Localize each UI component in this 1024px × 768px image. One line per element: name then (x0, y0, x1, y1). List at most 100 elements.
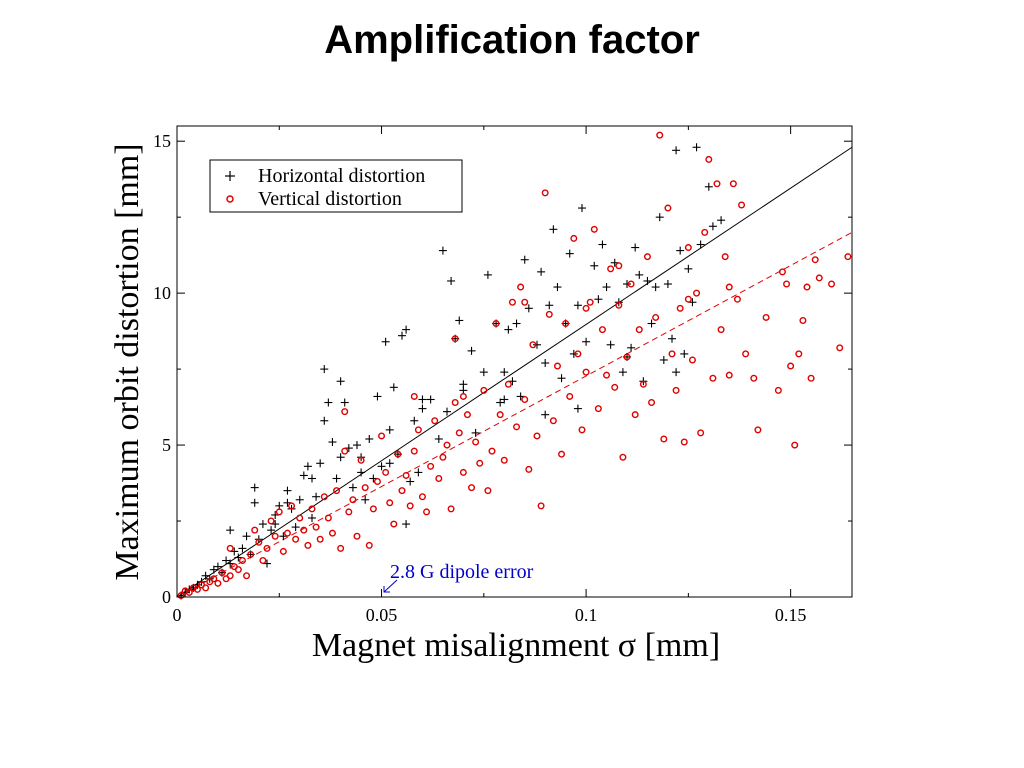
markers-layer (177, 131, 852, 600)
horizontal-point (336, 377, 345, 386)
horizontal-point (606, 340, 615, 349)
vertical-point (492, 320, 500, 328)
vertical-point (643, 253, 651, 261)
horizontal-point (520, 255, 529, 264)
vertical-point (656, 131, 664, 139)
horizontal-point (336, 453, 345, 462)
vertical-point (394, 450, 402, 458)
vertical-point (373, 478, 381, 486)
vertical-point (353, 532, 361, 540)
horizontal-point (303, 462, 312, 471)
horizontal-point (328, 438, 337, 447)
vertical-point (574, 350, 582, 358)
horizontal-point (324, 398, 333, 407)
vertical-point (398, 487, 406, 495)
y-tick-label: 15 (153, 131, 171, 151)
vertical-point (729, 180, 737, 188)
vertical-point (500, 456, 508, 464)
vertical-point (615, 262, 623, 270)
vertical-point (234, 566, 242, 574)
legend-marker-horizontal (225, 171, 235, 181)
vertical-point (414, 426, 422, 434)
vertical-point (296, 514, 304, 522)
legend-label-horizontal: Horizontal distortion (258, 165, 425, 187)
horizontal-point (438, 246, 447, 255)
vertical-point (439, 453, 447, 461)
vertical-point (570, 234, 578, 242)
vertical-point (586, 298, 594, 306)
vertical-point (451, 399, 459, 407)
vertical-point (795, 350, 803, 358)
vertical-point (799, 316, 807, 324)
vertical-point (603, 371, 611, 379)
vertical-point (709, 374, 717, 382)
horizontal-point (402, 520, 411, 529)
vertical-point (418, 493, 426, 501)
horizontal-point (496, 398, 505, 407)
legend-box (209, 159, 463, 213)
horizontal-point (512, 319, 521, 328)
horizontal-point (414, 468, 423, 477)
vertical-point (803, 283, 811, 291)
vertical-point (369, 505, 377, 513)
vertical-point (791, 441, 799, 449)
vertical-point (627, 280, 635, 288)
vertical-point (410, 392, 418, 400)
vertical-point (529, 341, 537, 349)
vertical-point (684, 295, 692, 303)
horizontal-point (602, 283, 611, 292)
horizontal-point (320, 416, 329, 425)
horizontal-point (594, 295, 603, 304)
horizontal-point (332, 474, 341, 483)
horizontal-point (537, 267, 546, 276)
vertical-point (320, 493, 328, 501)
horizontal-point (533, 340, 541, 349)
horizontal-point (418, 395, 427, 404)
horizontal-point (680, 349, 689, 358)
vertical-point (238, 557, 246, 565)
horizontal-point (668, 334, 676, 343)
horizontal-point (500, 368, 509, 377)
horizontal-point (471, 428, 480, 437)
vertical-point (680, 438, 688, 446)
vertical-point (365, 541, 373, 549)
horizontal-point (541, 410, 550, 419)
vertical-point (243, 572, 251, 580)
vertical-point (725, 371, 733, 379)
vertical-point (828, 280, 836, 288)
horizontal-point (708, 222, 717, 231)
vertical-point (558, 450, 566, 458)
vertical-point (472, 438, 480, 446)
horizontal-point (483, 270, 492, 279)
vertical-point (496, 411, 504, 419)
vertical-point (652, 313, 660, 321)
x-tick-label: 0 (173, 605, 182, 625)
vertical-point (406, 502, 414, 510)
horizontal-point (455, 316, 464, 325)
vertical-point (836, 344, 844, 352)
vertical-point (431, 417, 439, 425)
vertical-point (521, 395, 529, 403)
vertical-point (341, 447, 349, 455)
vertical-point (378, 432, 386, 440)
horizontal-point (308, 513, 316, 522)
vertical-point (562, 320, 570, 328)
vertical-point (807, 374, 815, 382)
vertical-point (533, 432, 541, 440)
vertical-point (750, 374, 758, 382)
vertical-point (361, 484, 369, 492)
vertical-point (639, 380, 647, 388)
horizontal-point (557, 374, 566, 383)
horizontal-point (627, 343, 636, 352)
horizontal-point (410, 416, 419, 425)
horizontal-point (242, 532, 251, 541)
vertical-point (697, 429, 705, 437)
vertical-point (648, 399, 656, 407)
vertical-point (386, 499, 394, 507)
vertical-point (328, 529, 336, 537)
vertical-point (226, 544, 234, 552)
horizontal-point (545, 301, 554, 310)
plot-frame (176, 125, 853, 598)
horizontal-point (553, 283, 562, 292)
horizontal-point (250, 498, 259, 507)
